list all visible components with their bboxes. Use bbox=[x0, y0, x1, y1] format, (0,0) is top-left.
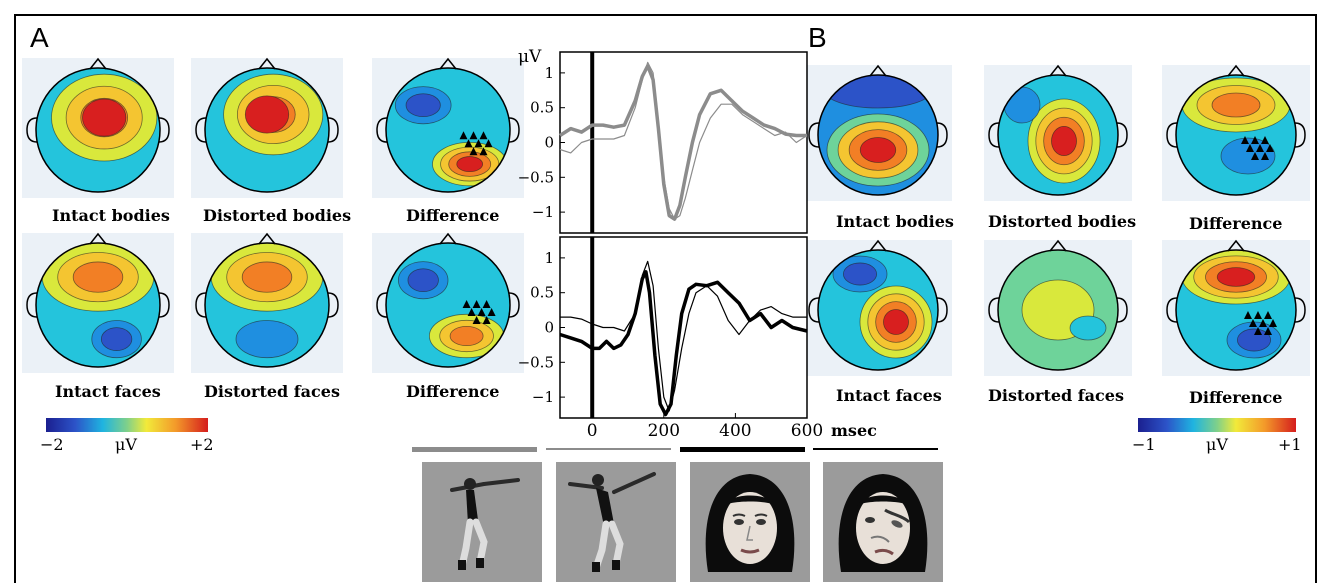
label-a-distorted-faces: Distorted faces bbox=[204, 382, 340, 401]
stimulus-distorted-face-image bbox=[823, 462, 943, 582]
erp-ytick-label-1-3: −0.5 bbox=[518, 353, 554, 371]
erp-ytick-label-1-1: 0.5 bbox=[530, 284, 554, 302]
topomap-a-difference-faces bbox=[372, 232, 524, 373]
erp-ytick-label-0-4: −1 bbox=[532, 203, 554, 221]
label-a-distorted-bodies: Distorted bodies bbox=[203, 206, 352, 225]
colorbar-a-max: +2 bbox=[190, 435, 214, 454]
label-b-difference-faces: Difference bbox=[1189, 388, 1283, 407]
colorbar-b-max: +1 bbox=[1278, 435, 1302, 454]
legend-bar-distorted-bodies bbox=[546, 448, 671, 450]
erp-ytick-label-0-0: 1 bbox=[544, 64, 554, 82]
colorbar-b bbox=[1138, 418, 1296, 432]
erp-xtick-label-1: 200 bbox=[648, 421, 680, 441]
label-a-intact-faces: Intact faces bbox=[55, 382, 161, 401]
label-b-distorted-bodies: Distorted bodies bbox=[988, 212, 1137, 231]
stimulus-intact-face-image bbox=[690, 462, 810, 582]
topomap-b-intact-faces bbox=[804, 239, 952, 376]
erp-ylabel: μV bbox=[518, 47, 542, 67]
stimulus-intact-body-image bbox=[422, 462, 542, 582]
topomap-b-intact-bodies bbox=[804, 64, 952, 201]
colorbar-a bbox=[46, 418, 208, 432]
erp-ytick-label-1-2: 0 bbox=[544, 319, 554, 337]
topomap-a-distorted-bodies bbox=[191, 57, 343, 198]
topomap-a-difference-bodies bbox=[372, 57, 524, 198]
topomap-a-intact-faces bbox=[22, 232, 174, 373]
label-b-difference-bodies: Difference bbox=[1189, 214, 1283, 233]
erp-series-1-1 bbox=[560, 260, 807, 412]
label-a-intact-bodies: Intact bodies bbox=[52, 206, 170, 225]
topomap-b-distorted-faces bbox=[984, 239, 1132, 376]
erp-xtick-label-0: 0 bbox=[587, 421, 598, 441]
erp-ytick-label-0-1: 0.5 bbox=[530, 99, 554, 117]
label-b-distorted-faces: Distorted faces bbox=[988, 386, 1124, 405]
erp-ytick-label-1-0: 1 bbox=[544, 249, 554, 267]
colorbar-b-unit: μV bbox=[1206, 435, 1228, 454]
topomap-a-distorted-faces bbox=[191, 232, 343, 373]
topomap-b-difference-faces bbox=[1162, 239, 1310, 376]
erp-series-0-1 bbox=[559, 61, 808, 220]
erp-ytick-label-1-4: −1 bbox=[532, 388, 554, 406]
topomap-a-intact-bodies bbox=[22, 57, 174, 198]
figure-frame bbox=[14, 14, 1317, 583]
label-b-intact-bodies: Intact bodies bbox=[836, 212, 954, 231]
legend-bar-intact-bodies bbox=[412, 447, 537, 452]
erp-xtick-label-2: 400 bbox=[719, 421, 751, 441]
topomap-b-distorted-bodies bbox=[984, 64, 1132, 201]
erp-xunit: msec bbox=[831, 421, 877, 440]
legend-bar-distorted-faces bbox=[813, 448, 938, 450]
topomap-b-difference-bodies bbox=[1162, 64, 1310, 201]
stimulus-distorted-body-image bbox=[556, 462, 676, 582]
panel-b-letter: B bbox=[808, 22, 827, 53]
erp-ytick-label-0-3: −0.5 bbox=[518, 168, 554, 186]
label-a-difference-faces: Difference bbox=[406, 382, 500, 401]
label-a-difference-bodies: Difference bbox=[406, 206, 500, 225]
panel-a-letter: A bbox=[30, 22, 49, 53]
erp-xtick-label-3: 600 bbox=[791, 421, 823, 441]
colorbar-b-min: −1 bbox=[1132, 435, 1156, 454]
legend-bar-intact-faces bbox=[680, 447, 805, 452]
erp-ytick-label-0-2: 0 bbox=[544, 134, 554, 152]
label-b-intact-faces: Intact faces bbox=[836, 386, 942, 405]
colorbar-a-min: −2 bbox=[40, 435, 64, 454]
colorbar-a-unit: μV bbox=[115, 435, 137, 454]
